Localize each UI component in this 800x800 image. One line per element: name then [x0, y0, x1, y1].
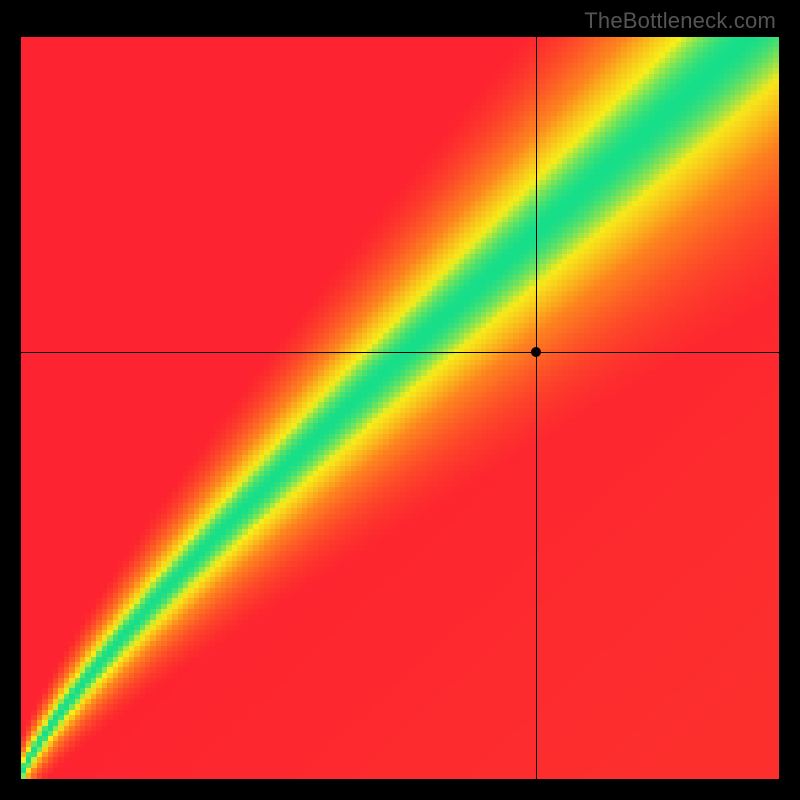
marker-dot [531, 347, 541, 357]
watermark-text: TheBottleneck.com [584, 8, 776, 34]
plot-frame [21, 37, 779, 779]
crosshair-horizontal [21, 352, 779, 353]
heatmap-canvas [21, 37, 779, 779]
chart-container: TheBottleneck.com [0, 0, 800, 800]
crosshair-vertical [536, 37, 537, 779]
